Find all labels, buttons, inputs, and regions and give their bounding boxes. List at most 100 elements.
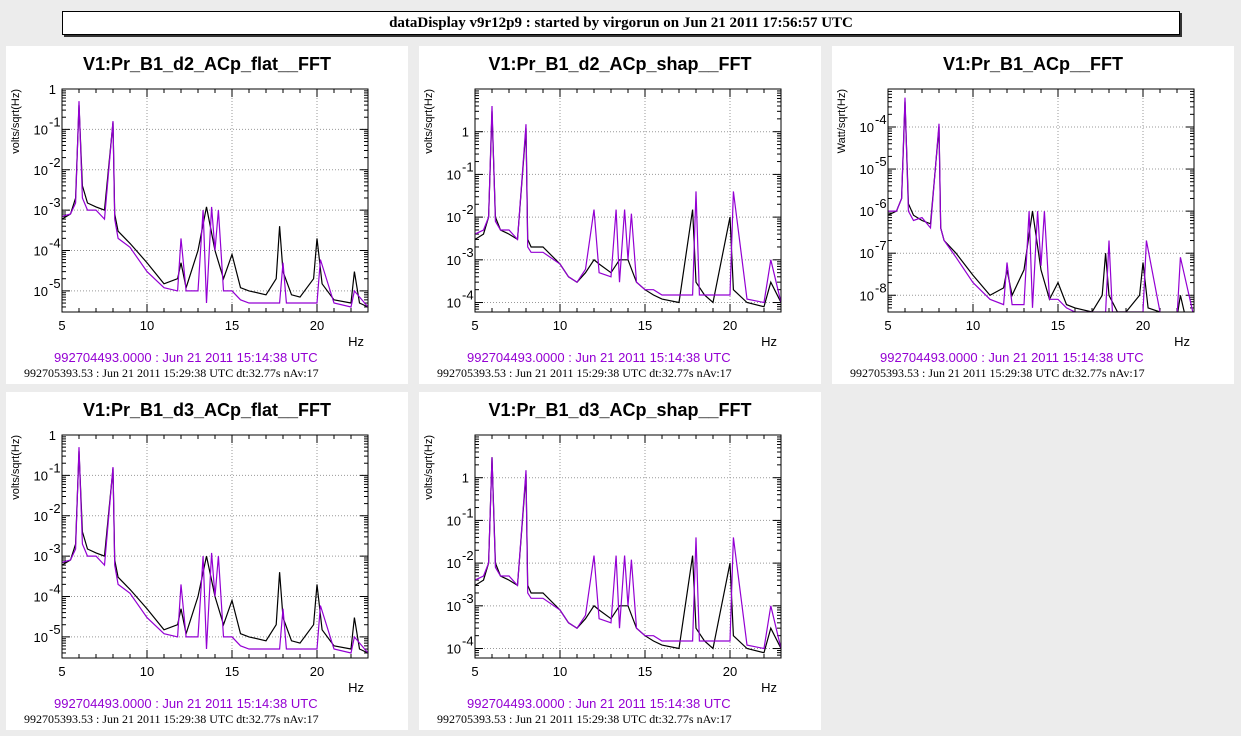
chart-panel-1: V1:Pr_B1_d2_ACp_flat__FFT 5 10 15 20 10 -5 10 -4… bbox=[6, 46, 408, 384]
x-tick-label: 15 bbox=[638, 318, 652, 333]
y-tick-label: 10 bbox=[447, 513, 461, 528]
x-tick-label: 5 bbox=[884, 318, 891, 333]
y-tick-exponent: -4 bbox=[875, 112, 887, 127]
y-tick-label: 10 bbox=[447, 599, 461, 614]
y-tick-label: 10 bbox=[34, 590, 48, 605]
x-axis-label: Hz bbox=[1174, 334, 1190, 349]
x-tick-label: 10 bbox=[140, 664, 154, 679]
reference-series-line bbox=[888, 97, 1194, 312]
x-tick-label: 20 bbox=[1136, 318, 1150, 333]
x-tick-label: 5 bbox=[471, 318, 478, 333]
current-timestamp: 992705393.53 : Jun 21 2011 15:29:38 UTC … bbox=[850, 366, 1145, 380]
y-tick-label: 10 bbox=[447, 642, 461, 657]
y-tick-label: 10 bbox=[447, 296, 461, 311]
y-tick-label: 10 bbox=[860, 162, 874, 177]
y-tick-exponent: -5 bbox=[49, 276, 61, 291]
x-tick-label: 15 bbox=[638, 664, 652, 679]
current-timestamp: 992705393.53 : Jun 21 2011 15:29:38 UTC … bbox=[437, 712, 732, 726]
y-tick-label: 10 bbox=[34, 244, 48, 259]
y-tick-label: 10 bbox=[34, 284, 48, 299]
y-tick-label: 10 bbox=[34, 468, 48, 483]
x-tick-label: 20 bbox=[310, 664, 324, 679]
x-tick-label: 10 bbox=[553, 664, 567, 679]
plot-frame bbox=[61, 434, 369, 659]
x-tick-label: 15 bbox=[225, 664, 239, 679]
x-tick-label: 20 bbox=[723, 664, 737, 679]
x-axis-label: Hz bbox=[761, 680, 777, 695]
reference-series-line bbox=[62, 101, 368, 308]
y-tick-label: 1 bbox=[462, 125, 469, 140]
current-timestamp: 992705393.53 : Jun 21 2011 15:29:38 UTC … bbox=[24, 366, 319, 380]
x-tick-label: 10 bbox=[553, 318, 567, 333]
x-tick-label: 5 bbox=[58, 318, 65, 333]
y-tick-exponent: -1 bbox=[49, 114, 61, 129]
reference-timestamp: 992704493.0000 : Jun 21 2011 15:14:38 UT… bbox=[467, 696, 731, 711]
window-title: dataDisplay v9r12p9 : started by virgoru… bbox=[62, 11, 1180, 35]
chart-title: V1:Pr_B1_d2_ACp_flat__FFT bbox=[83, 54, 331, 74]
current-series-line bbox=[62, 451, 368, 654]
x-tick-label: 10 bbox=[140, 318, 154, 333]
reference-series-line bbox=[475, 457, 781, 650]
chart-title: V1:Pr_B1_d3_ACp_flat__FFT bbox=[83, 400, 331, 420]
y-tick-label: 10 bbox=[34, 549, 48, 564]
y-tick-exponent: -2 bbox=[462, 202, 474, 217]
plot-frame bbox=[474, 434, 782, 659]
y-tick-label: 10 bbox=[34, 122, 48, 137]
y-tick-label: 10 bbox=[34, 163, 48, 178]
x-tick-label: 5 bbox=[58, 664, 65, 679]
y-tick-exponent: -3 bbox=[462, 245, 474, 260]
plot-frame bbox=[887, 88, 1195, 313]
y-tick-label: 10 bbox=[860, 246, 874, 261]
y-tick-label: 10 bbox=[34, 630, 48, 645]
current-timestamp: 992705393.53 : Jun 21 2011 15:29:38 UTC … bbox=[437, 366, 732, 380]
x-axis-label: Hz bbox=[348, 680, 364, 695]
chart-panel-2: V1:Pr_B1_d2_ACp_shap__FFT 5 10 15 20 10 -4 10 -3… bbox=[419, 46, 821, 384]
y-tick-exponent: -7 bbox=[875, 238, 887, 253]
chart-title: V1:Pr_B1_ACp__FFT bbox=[943, 54, 1123, 74]
y-tick-label: 1 bbox=[49, 82, 56, 97]
y-axis-label: volts/sqrt(Hz) bbox=[10, 89, 22, 154]
y-tick-label: 10 bbox=[860, 204, 874, 219]
y-tick-exponent: -3 bbox=[462, 591, 474, 606]
plot-frame bbox=[61, 88, 369, 313]
y-tick-exponent: -4 bbox=[462, 288, 474, 303]
y-tick-label: 10 bbox=[447, 210, 461, 225]
y-tick-exponent: -8 bbox=[875, 280, 887, 295]
x-tick-label: 15 bbox=[225, 318, 239, 333]
chart-title: V1:Pr_B1_d3_ACp_shap__FFT bbox=[488, 400, 751, 420]
y-tick-label: 10 bbox=[447, 556, 461, 571]
x-tick-label: 15 bbox=[1051, 318, 1065, 333]
x-tick-label: 20 bbox=[310, 318, 324, 333]
x-tick-label: 20 bbox=[723, 318, 737, 333]
y-tick-exponent: -4 bbox=[49, 236, 61, 251]
y-tick-exponent: -1 bbox=[462, 505, 474, 520]
y-tick-exponent: -6 bbox=[875, 196, 887, 211]
x-axis-label: Hz bbox=[761, 334, 777, 349]
y-tick-label: 1 bbox=[49, 428, 56, 443]
x-tick-label: 10 bbox=[966, 318, 980, 333]
reference-timestamp: 992704493.0000 : Jun 21 2011 15:14:38 UT… bbox=[467, 350, 731, 365]
y-tick-exponent: -2 bbox=[462, 548, 474, 563]
y-tick-label: 1 bbox=[462, 471, 469, 486]
y-axis-label: Watt/sqrt(Hz) bbox=[836, 89, 848, 153]
y-tick-exponent: -3 bbox=[49, 541, 61, 556]
y-tick-label: 10 bbox=[860, 120, 874, 135]
reference-series-line bbox=[475, 105, 781, 304]
chart-panel-3: V1:Pr_B1_ACp__FFT 5 10 15 20 10 -8 10 -7 10 -6 10 -5… bbox=[832, 46, 1234, 384]
y-tick-label: 10 bbox=[860, 288, 874, 303]
y-tick-exponent: -5 bbox=[49, 622, 61, 637]
reference-timestamp: 992704493.0000 : Jun 21 2011 15:14:38 UT… bbox=[880, 350, 1144, 365]
current-series-line bbox=[475, 457, 781, 654]
y-axis-label: volts/sqrt(Hz) bbox=[10, 435, 22, 500]
y-tick-exponent: -4 bbox=[462, 634, 474, 649]
chart-title: V1:Pr_B1_d2_ACp_shap__FFT bbox=[488, 54, 751, 74]
current-series-line bbox=[475, 111, 781, 308]
x-tick-label: 5 bbox=[471, 664, 478, 679]
y-axis-label: volts/sqrt(Hz) bbox=[423, 435, 435, 500]
y-tick-label: 10 bbox=[34, 203, 48, 218]
plot-frame bbox=[474, 88, 782, 313]
chart-panel-4: V1:Pr_B1_d3_ACp_flat__FFT 5 10 15 20 10 -5 10 -4… bbox=[6, 392, 408, 730]
